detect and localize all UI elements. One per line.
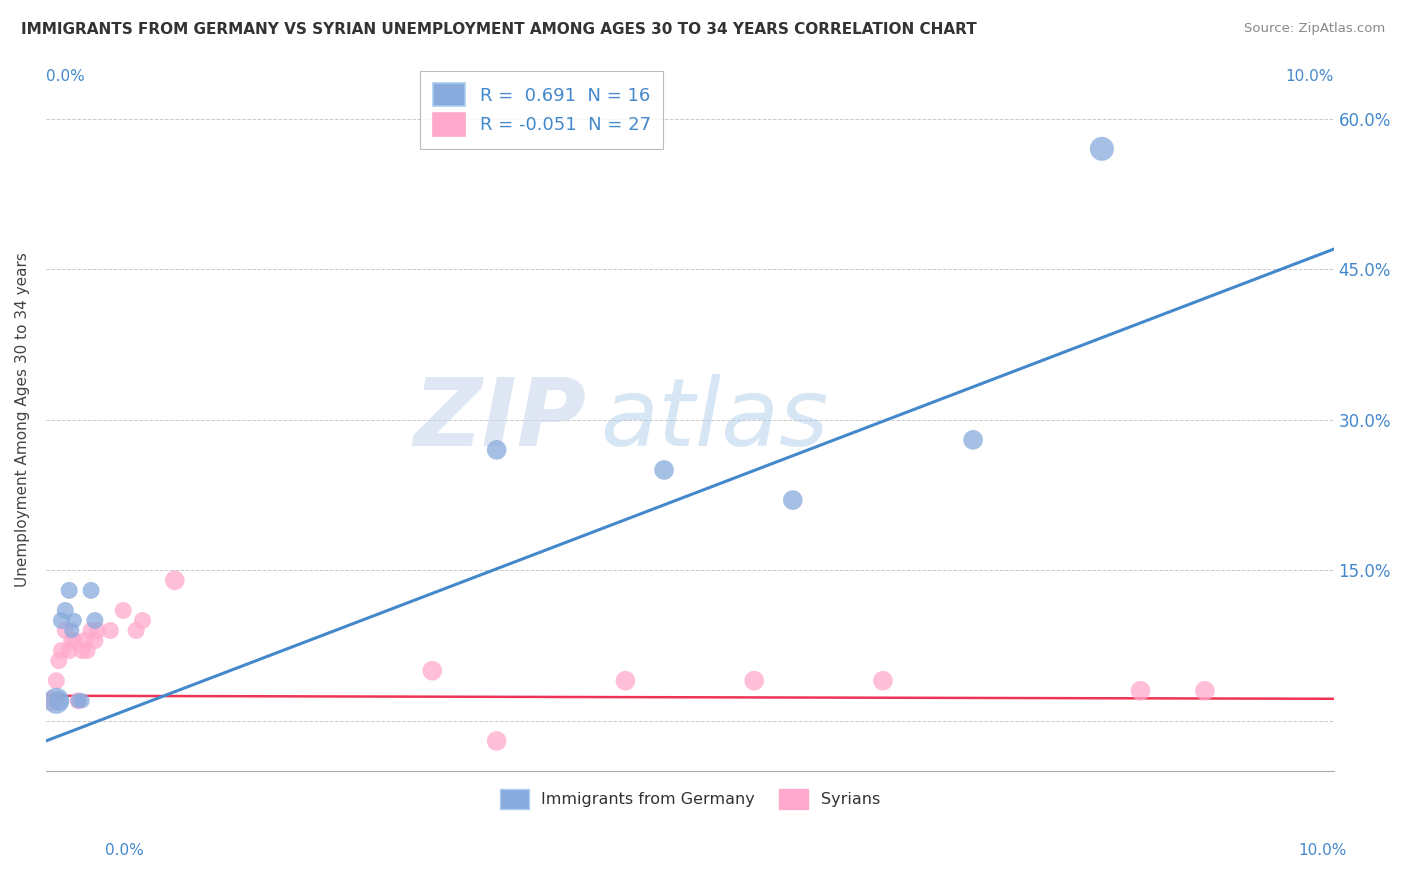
Point — [131, 614, 153, 628]
Point — [80, 624, 103, 638]
Point — [872, 673, 894, 688]
Point — [51, 643, 73, 657]
Point — [45, 673, 67, 688]
Point — [782, 493, 804, 508]
Point — [1194, 683, 1216, 698]
Text: atlas: atlas — [600, 375, 828, 466]
Y-axis label: Unemployment Among Ages 30 to 34 years: Unemployment Among Ages 30 to 34 years — [15, 252, 30, 587]
Text: ZIP: ZIP — [413, 374, 586, 466]
Point — [53, 624, 76, 638]
Point — [67, 694, 90, 708]
Text: 0.0%: 0.0% — [105, 843, 145, 858]
Point — [742, 673, 765, 688]
Point — [63, 633, 86, 648]
Point — [70, 643, 93, 657]
Point — [83, 614, 105, 628]
Point — [163, 574, 186, 588]
Text: 0.0%: 0.0% — [46, 69, 84, 84]
Point — [652, 463, 675, 477]
Text: IMMIGRANTS FROM GERMANY VS SYRIAN UNEMPLOYMENT AMONG AGES 30 TO 34 YEARS CORRELA: IMMIGRANTS FROM GERMANY VS SYRIAN UNEMPL… — [21, 22, 977, 37]
Text: 10.0%: 10.0% — [1299, 843, 1347, 858]
Point — [70, 694, 93, 708]
Point — [80, 583, 103, 598]
Point — [48, 654, 70, 668]
Point — [73, 633, 96, 648]
Point — [1091, 142, 1114, 156]
Point — [1129, 683, 1152, 698]
Point — [98, 624, 121, 638]
Point — [83, 633, 105, 648]
Point — [112, 603, 135, 617]
Point — [614, 673, 637, 688]
Point — [60, 633, 83, 648]
Point — [125, 624, 148, 638]
Point — [51, 614, 73, 628]
Point — [58, 583, 80, 598]
Point — [41, 694, 63, 708]
Point — [63, 614, 86, 628]
Point — [53, 603, 76, 617]
Point — [67, 694, 90, 708]
Point — [45, 694, 67, 708]
Point — [420, 664, 443, 678]
Text: 10.0%: 10.0% — [1285, 69, 1334, 84]
Point — [86, 624, 108, 638]
Point — [485, 442, 508, 457]
Point — [60, 624, 83, 638]
Point — [76, 643, 98, 657]
Point — [485, 734, 508, 748]
Point — [48, 694, 70, 708]
Point — [962, 433, 984, 447]
Point — [58, 643, 80, 657]
Legend: Immigrants from Germany, Syrians: Immigrants from Germany, Syrians — [494, 782, 886, 816]
Text: Source: ZipAtlas.com: Source: ZipAtlas.com — [1244, 22, 1385, 36]
